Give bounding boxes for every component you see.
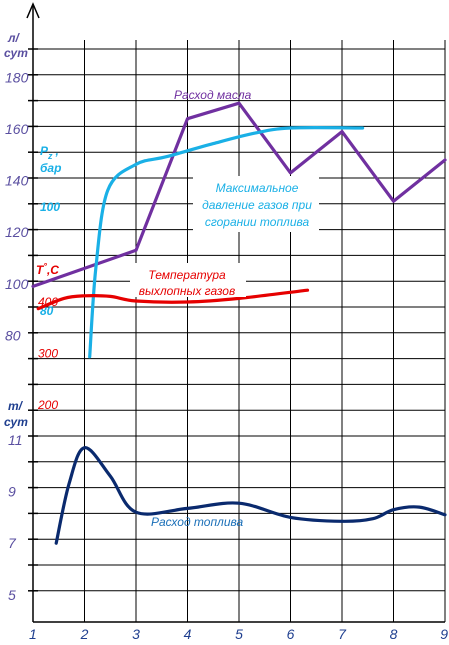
oil-axis-tick-label: 180 (5, 69, 29, 85)
series-label-oil: Расход масла (174, 88, 252, 102)
series-label-fuel: Расход топлива (151, 515, 244, 529)
oil-axis-tick-label: 160 (5, 121, 29, 137)
temperature-axis-unit: T°,C (36, 261, 59, 277)
series-line-temperature (36, 288, 310, 311)
series-label-pressure: давление газов при (202, 198, 312, 212)
x-tick-label: 1 (29, 626, 37, 642)
oil-axis-unit: л/ (7, 31, 20, 45)
grid (33, 40, 446, 622)
oil-axis-tick-label: 100 (5, 276, 29, 292)
fuel-axis-tick-label: 7 (8, 535, 17, 551)
x-tick-label: 3 (132, 626, 140, 642)
fuel-axis-tick-label: 11 (8, 432, 23, 448)
oil-axis-unit: сут (4, 46, 28, 60)
x-tick-label: 9 (440, 626, 448, 642)
oil-axis-tick-label: 80 (5, 327, 21, 343)
pressure-axis-unit: бар (40, 161, 61, 175)
series-line-oil (31, 101, 447, 288)
pressure-axis-tick-label: 100 (40, 200, 60, 214)
x-tick-label: 5 (235, 626, 243, 642)
series-label-pressure: Максимальное (216, 181, 299, 195)
series-line-pressure (88, 126, 365, 359)
x-tick-label: 7 (338, 626, 347, 642)
series-label-temperature: Температура (148, 268, 226, 282)
series-label-pressure: сгорании топлива (205, 215, 310, 229)
fuel-axis-unit: т/ (8, 399, 24, 413)
temperature-axis-tick-label: 200 (37, 398, 58, 412)
fuel-axis-tick-label: 5 (8, 587, 16, 603)
x-tick-label: 8 (390, 626, 398, 642)
fuel-axis-unit: сут (4, 415, 28, 429)
x-tick-label: 2 (80, 626, 89, 642)
fuel-axis-tick-label: 9 (8, 484, 16, 500)
pressure-axis-unit: Pz, (40, 144, 59, 161)
x-tick-label: 6 (287, 626, 295, 642)
temperature-axis-tick-label: 300 (38, 347, 58, 361)
series-line-fuel (54, 446, 447, 545)
oil-axis-tick-label: 140 (5, 173, 29, 189)
series-label-temperature: выхлопных газов (139, 284, 235, 298)
x-tick-label: 4 (184, 626, 192, 642)
pressure-label-bg (193, 176, 319, 232)
temperature-label-bg (130, 263, 246, 297)
oil-axis-tick-label: 120 (5, 224, 29, 240)
y-axis-arrow (26, 2, 40, 19)
